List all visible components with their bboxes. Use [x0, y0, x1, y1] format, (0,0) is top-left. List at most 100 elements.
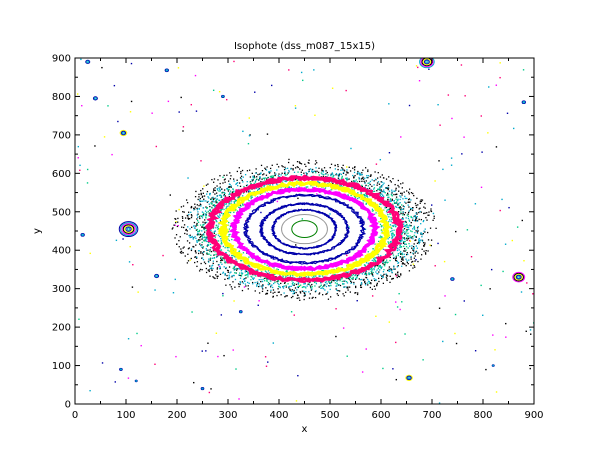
noise-speck	[506, 112, 509, 114]
noise-speck	[474, 350, 477, 352]
noise-speck	[438, 402, 441, 404]
noise-speck	[223, 354, 225, 357]
noise-speck	[117, 120, 119, 123]
y-tick-label: 600	[52, 169, 71, 180]
noise-speck	[418, 80, 421, 82]
noise-speck	[395, 301, 397, 303]
y-axis-label: y	[32, 228, 43, 234]
noise-speck	[270, 84, 273, 87]
noise-speck	[368, 282, 371, 284]
y-tick-label: 400	[52, 246, 71, 257]
noise-speck	[155, 145, 158, 148]
noise-speck	[505, 322, 507, 325]
noise-speck	[212, 89, 215, 92]
noise-speck	[428, 68, 430, 70]
noise-speck	[210, 388, 212, 390]
y-tick-label: 900	[52, 54, 71, 65]
noise-speck	[314, 114, 316, 116]
noise-speck	[495, 146, 498, 148]
noise-speck	[399, 308, 401, 311]
noise-speck	[272, 342, 275, 344]
noise-speck	[264, 356, 267, 358]
noise-speck	[499, 62, 501, 64]
noise-speck	[77, 157, 79, 159]
noise-speck	[208, 391, 211, 394]
noise-speck	[235, 368, 237, 370]
x-tick-label: 700	[422, 410, 441, 421]
noise-speck	[122, 238, 124, 240]
noise-speck	[451, 117, 453, 120]
star-contour	[521, 100, 526, 105]
noise-speck	[408, 239, 411, 242]
noise-speck	[408, 104, 411, 107]
noise-speck	[89, 252, 91, 255]
noise-speck	[461, 153, 463, 155]
noise-speck	[520, 291, 523, 293]
x-tick-label: 500	[320, 410, 339, 421]
noise-speck	[266, 133, 269, 135]
noise-speck	[396, 306, 399, 308]
noise-speck	[365, 348, 367, 350]
star-contour	[92, 96, 98, 101]
noise-speck	[101, 362, 104, 364]
noise-speck	[444, 295, 446, 297]
noise-speck	[346, 355, 348, 357]
star-contour	[491, 364, 495, 367]
star-contour	[200, 387, 205, 391]
noise-speck	[289, 262, 291, 265]
noise-speck	[130, 100, 133, 103]
noise-speck	[502, 270, 504, 273]
noise-speck	[79, 164, 81, 167]
x-tick-label: 400	[269, 410, 288, 421]
noise-speck	[136, 332, 138, 335]
noise-speck	[247, 191, 250, 193]
noise-speck	[501, 198, 503, 201]
noise-speck	[379, 158, 382, 161]
noise-speck	[76, 93, 79, 95]
noise-speck	[103, 136, 106, 138]
noise-speck	[375, 163, 378, 165]
noise-speck	[257, 304, 259, 306]
noise-speck	[232, 349, 234, 351]
star-contour	[134, 379, 138, 383]
noise-speck	[194, 74, 197, 77]
noise-speck	[250, 196, 252, 198]
star-contour	[164, 68, 169, 73]
noise-speck	[432, 212, 435, 215]
y-tick-label: 500	[52, 207, 71, 218]
noise-speck	[450, 157, 453, 159]
noise-speck	[81, 104, 83, 107]
noise-speck	[301, 218, 304, 220]
noise-speck	[295, 244, 297, 246]
noise-speck	[485, 368, 487, 371]
noise-speck	[482, 314, 484, 317]
noise-speck	[290, 311, 293, 313]
noise-speck	[292, 281, 294, 284]
noise-speck	[200, 160, 202, 162]
noise-speck	[480, 284, 482, 287]
noise-speck	[331, 87, 334, 89]
noise-speck	[526, 282, 528, 284]
y-axis: 0 100 200 300 400 500 600 700 800 900	[52, 54, 534, 411]
noise-speck	[293, 314, 295, 316]
isophote-contour	[291, 220, 318, 239]
noise-speck	[233, 60, 235, 63]
noise-speck	[177, 67, 180, 69]
noise-speck	[530, 333, 532, 335]
noise-speck	[177, 224, 179, 227]
x-tick-label: 300	[218, 410, 237, 421]
noise-speck	[444, 199, 446, 201]
noise-speck	[178, 111, 180, 113]
noise-speck	[115, 239, 118, 242]
noise-speck	[487, 132, 489, 134]
noise-speck	[260, 211, 262, 214]
noise-speck	[466, 229, 469, 231]
noise-speck	[174, 278, 176, 281]
noise-speck	[523, 260, 525, 262]
noise-speck	[512, 127, 515, 130]
noise-speck	[508, 206, 510, 209]
noise-speck	[511, 239, 514, 242]
star-contour	[154, 273, 160, 279]
noise-speck	[439, 124, 441, 126]
noise-speck	[243, 286, 246, 288]
